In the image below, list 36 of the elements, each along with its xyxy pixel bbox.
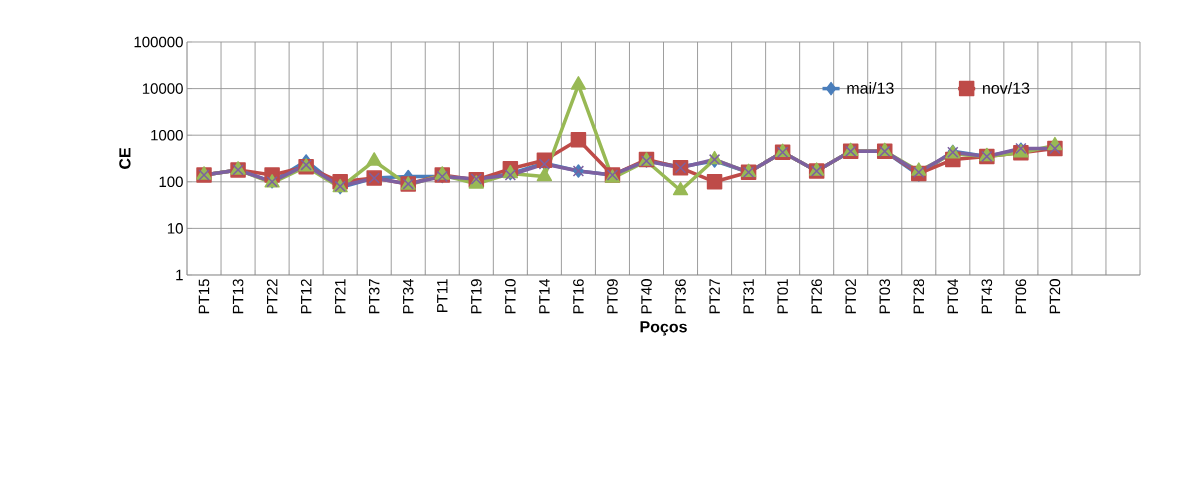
x-tick-label: PT11	[437, 279, 448, 313]
x-tick-label: PT09	[607, 279, 618, 314]
x-tick-label: PT10	[505, 279, 516, 314]
x-tick-label: PT40	[641, 279, 652, 314]
y-tick-label: 100000	[134, 36, 183, 48]
y-tick-label: 1000	[151, 129, 183, 141]
x-tick-label: PT02	[845, 279, 857, 314]
x-tick-label: PT03	[879, 279, 891, 314]
y-axis-title: CE	[119, 148, 131, 169]
x-tick-label: PT13	[232, 279, 244, 314]
x-tick-label: PT22	[266, 279, 278, 314]
x-tick-label: PT27	[709, 279, 720, 314]
x-tick-label: PT06	[1015, 279, 1027, 314]
x-tick-label: PT28	[913, 279, 925, 314]
x-tick-label: PT31	[743, 279, 754, 314]
x-tick-label: PT16	[573, 279, 584, 314]
x-tick-label: PT21	[334, 279, 346, 314]
y-tick-label: 1	[176, 269, 183, 281]
legend-label: mai/13	[847, 82, 894, 94]
x-tick-label: PT14	[539, 278, 550, 314]
x-axis-title: Poços	[640, 321, 687, 336]
x-tick-label: PT36	[675, 279, 686, 314]
x-tick-label: PT04	[947, 278, 959, 314]
x-tick-label: PT01	[777, 279, 788, 314]
x-tick-label: PT19	[471, 279, 482, 314]
x-tick-label: PT26	[811, 279, 822, 314]
y-tick-label: 10000	[142, 83, 183, 94]
x-tick-label: PT37	[368, 279, 380, 314]
legend-label: nov/13	[983, 82, 1030, 94]
x-tick-label: PT20	[1049, 279, 1061, 314]
x-tick-label: PT12	[300, 279, 312, 314]
x-tick-label: PT34	[402, 278, 414, 314]
x-tick-label: PT43	[981, 279, 993, 314]
x-tick-label: PT15	[198, 279, 210, 314]
y-tick-label: 100	[159, 176, 183, 188]
y-tick-label: 10	[167, 223, 183, 234]
